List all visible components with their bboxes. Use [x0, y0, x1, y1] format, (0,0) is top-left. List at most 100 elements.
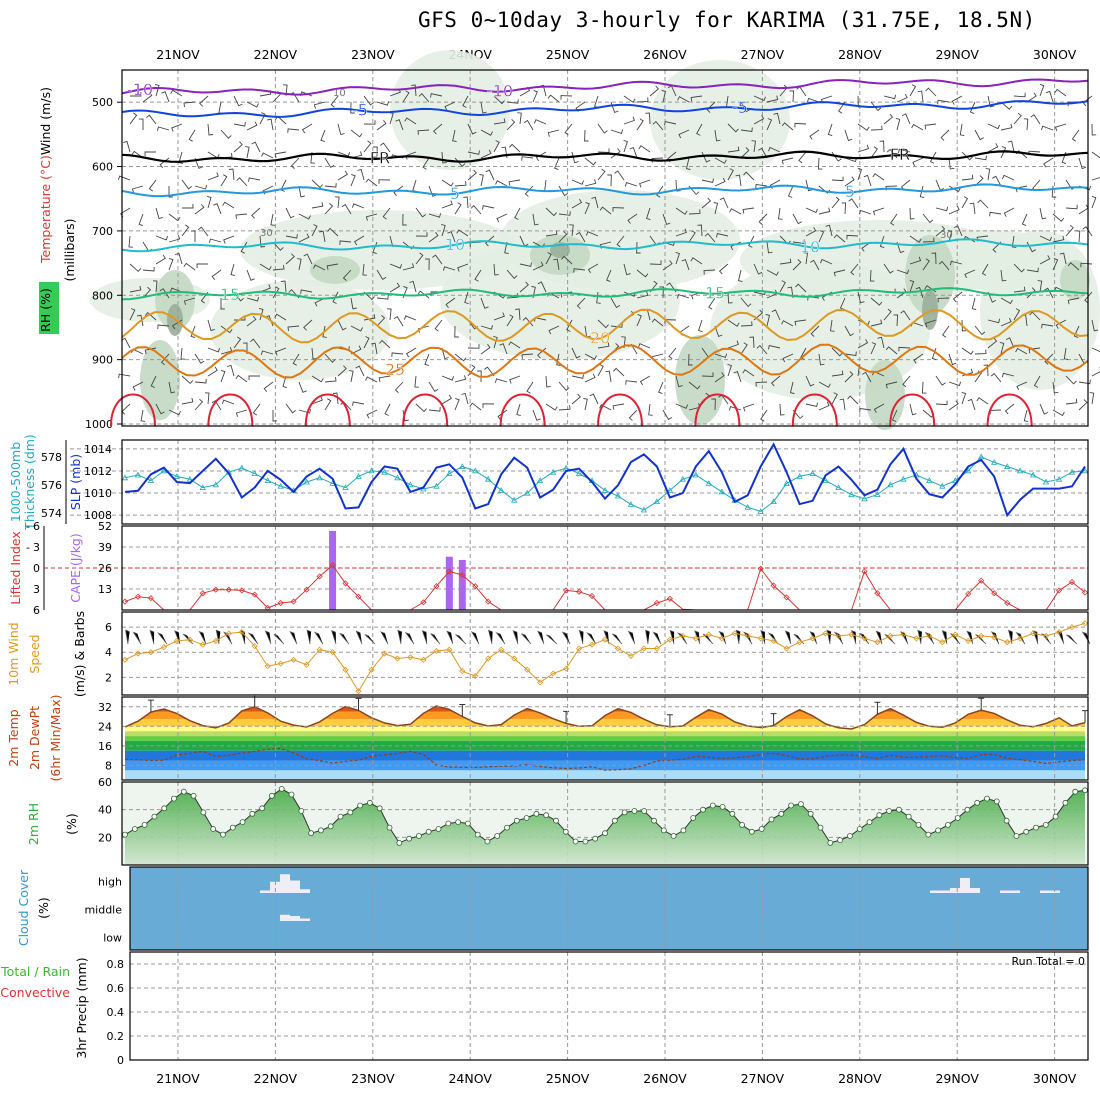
surface-barb [132, 631, 142, 645]
wind-barb [782, 353, 794, 363]
wind-barb [509, 375, 521, 384]
wind-barb [624, 182, 638, 187]
wind-barb [974, 155, 987, 161]
surface-barb [669, 629, 675, 645]
thickness-marker [199, 484, 206, 490]
temp-band [125, 750, 1085, 761]
date-label-bottom: 21NOV [156, 1071, 200, 1086]
wind-barb [1078, 379, 1091, 385]
thickness-marker [1081, 467, 1089, 474]
contour-label: 20 [590, 328, 610, 347]
wind-barb [363, 314, 376, 321]
rh-marker [1072, 788, 1079, 795]
wind-barb [425, 258, 430, 271]
rh-marker [308, 830, 315, 837]
wind-barb [701, 372, 714, 377]
wind-barb [411, 84, 417, 97]
rh-marker [1052, 813, 1059, 820]
wind-barb [251, 207, 261, 219]
wind-barb [838, 101, 846, 114]
wind-barb [144, 347, 157, 355]
wind-barb [779, 84, 788, 97]
wind-barb [961, 319, 967, 332]
rh-marker [1082, 787, 1088, 794]
wind-barb [714, 129, 721, 142]
wind-barb [452, 129, 457, 142]
wind-barb [403, 315, 417, 321]
wind-barb [298, 185, 305, 198]
wind-barb [522, 317, 534, 327]
wind-barb [675, 179, 681, 192]
wind-barb [194, 157, 203, 169]
rh-marker [592, 835, 599, 842]
wind-barb [575, 231, 586, 243]
thickness-marker [926, 477, 933, 483]
wind-barb [183, 101, 196, 108]
wind-barb [857, 319, 870, 326]
wind-barb [537, 281, 547, 293]
wind-barb [517, 112, 522, 125]
surface-barb [784, 630, 792, 645]
wind-barb [911, 123, 924, 131]
wind-barb [636, 269, 649, 278]
wind-barb [891, 409, 898, 422]
wind-barb [242, 342, 248, 354]
thickness-marker [342, 484, 349, 490]
wind-marker [446, 646, 453, 653]
precip-tick-label: 0.8 [107, 958, 125, 971]
rh-marker [337, 813, 344, 820]
wind-barb [380, 142, 391, 153]
wind-barb [313, 101, 326, 109]
thickness-marker [121, 474, 129, 481]
rh-marker [366, 799, 373, 806]
wind-barb [181, 224, 190, 237]
wind-barb [233, 95, 243, 107]
wind-marker [225, 630, 232, 637]
wind-barb [152, 280, 158, 293]
wind-marker [926, 632, 933, 639]
lifted-marker [277, 599, 284, 607]
wind-barb [467, 123, 477, 135]
rh-marker [915, 822, 922, 828]
wind-barb [961, 151, 973, 161]
wind-barb [938, 260, 950, 271]
wind-barb [218, 101, 223, 114]
rh-contour-label: 30 [260, 228, 273, 239]
thickness-tick-label: 578 [41, 451, 62, 464]
wind-barb [758, 213, 768, 225]
contour-label: 10 [800, 238, 820, 257]
wind-barb [1065, 375, 1077, 385]
wind-barb [523, 119, 534, 131]
surface-barb [306, 629, 312, 645]
wind-barb [616, 235, 625, 248]
wind-barb [303, 319, 313, 331]
wind-barb [869, 269, 875, 282]
wind-barb [831, 370, 844, 377]
wind-barb [395, 119, 404, 131]
precip-tick-label: 0.4 [107, 1006, 125, 1019]
wind-barb [303, 253, 313, 265]
surface-barb [264, 630, 272, 645]
wind-barb [355, 365, 365, 377]
wind-barb [394, 381, 404, 393]
wind-barb [480, 149, 492, 159]
wind-barb [240, 241, 248, 254]
wind-barb [583, 398, 588, 411]
wind-barb [1000, 269, 1007, 282]
wind-barb [912, 157, 924, 167]
wind-barb [818, 230, 825, 243]
wind-barb [376, 120, 387, 131]
thickness-marker [433, 482, 440, 489]
wind-barb [548, 325, 560, 335]
hot-contour [402, 393, 449, 427]
wind-barb [148, 179, 157, 192]
wind-barb [805, 207, 818, 214]
wind-barb [155, 403, 165, 415]
thickness-marker [575, 470, 583, 476]
wind-barb [987, 318, 1001, 324]
wind-barb [324, 157, 335, 169]
wind-marker [627, 652, 634, 660]
wind-speed-line [124, 622, 1086, 693]
wind-barb [733, 371, 742, 383]
wind-barb [272, 264, 285, 271]
